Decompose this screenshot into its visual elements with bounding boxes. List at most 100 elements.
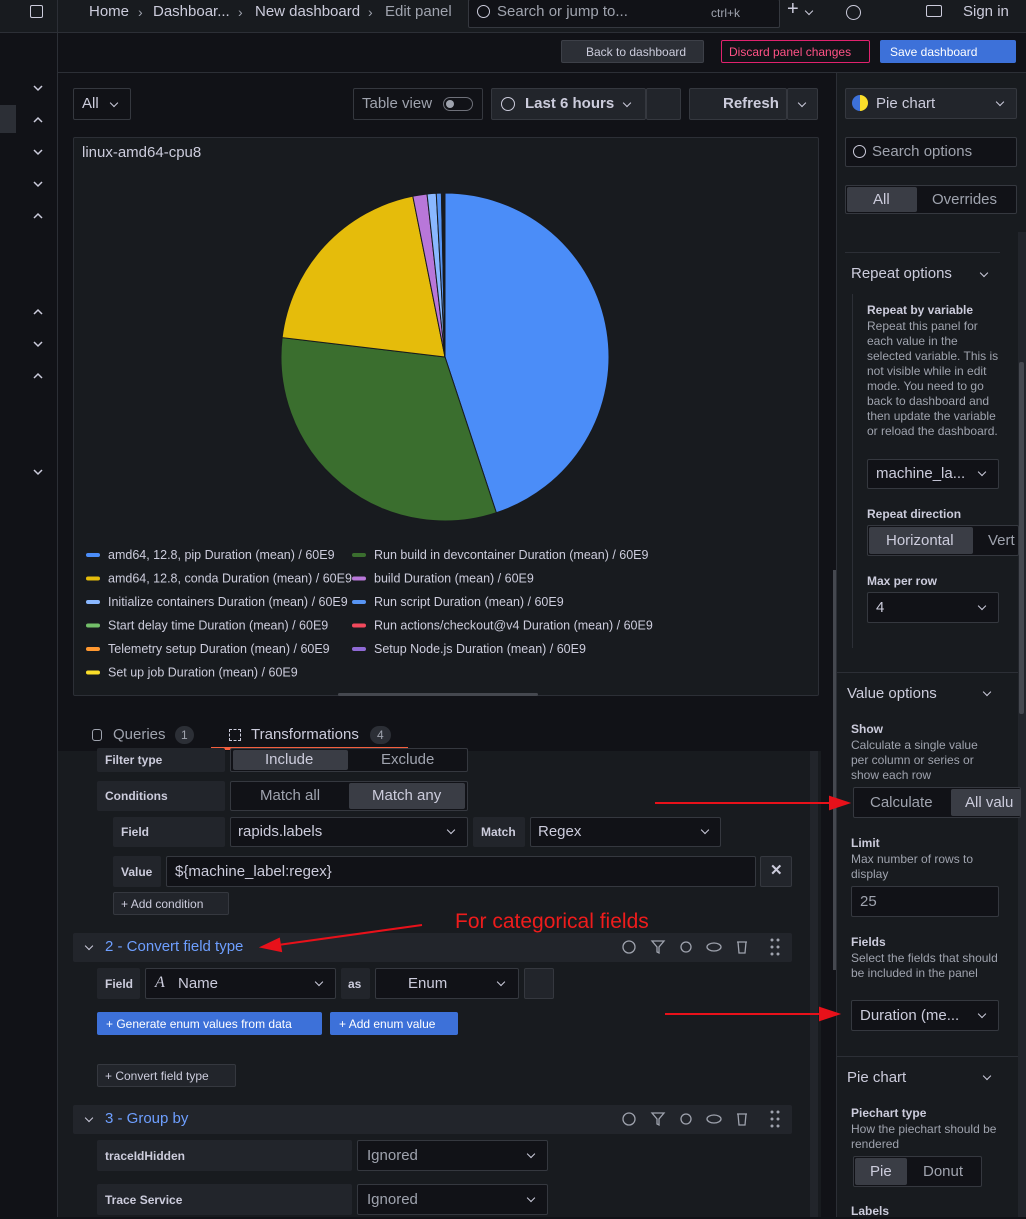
option[interactable]: Match any	[372, 787, 442, 804]
label-box	[97, 748, 225, 772]
option[interactable]: Include	[265, 751, 314, 768]
queries-tab[interactable]: Queries	[113, 726, 166, 743]
legend-swatch	[352, 576, 366, 581]
radio-active[interactable]	[233, 750, 348, 770]
help-icon[interactable]	[846, 5, 861, 20]
input[interactable]	[166, 856, 756, 887]
option[interactable]: Overrides	[932, 191, 998, 208]
select[interactable]	[145, 968, 336, 999]
queries-count: 1	[181, 728, 188, 742]
radio-active[interactable]	[349, 783, 465, 809]
option[interactable]: All	[873, 191, 890, 208]
divider	[845, 252, 1000, 253]
legend-swatch	[352, 623, 366, 628]
label: Value	[121, 865, 153, 879]
section-title[interactable]: Pie chart	[847, 1069, 907, 1086]
annotation: For categorical fields	[455, 910, 649, 933]
option[interactable]: All valu	[965, 794, 1014, 811]
back-button[interactable]	[561, 40, 704, 63]
breadcrumb[interactable]: New dashboard	[255, 3, 361, 20]
select[interactable]	[530, 817, 721, 847]
header-icons	[622, 938, 780, 956]
field-desc: How the piechart should be rendered	[851, 1122, 997, 1151]
search-box[interactable]	[468, 0, 780, 28]
option[interactable]: Match all	[260, 787, 321, 804]
scrollbar	[833, 570, 836, 970]
select[interactable]	[357, 1184, 548, 1215]
viz-icon	[852, 95, 868, 111]
save-button[interactable]	[880, 40, 1016, 63]
section-title[interactable]: Repeat options	[851, 265, 952, 282]
remove-button[interactable]	[760, 856, 792, 887]
select[interactable]	[357, 1140, 548, 1171]
add-convert-button[interactable]	[97, 1064, 236, 1087]
label-box	[97, 1140, 352, 1171]
legend-label: Run script Duration (mean) / 60E9	[374, 595, 564, 609]
time-picker[interactable]	[491, 88, 646, 120]
scrollbar-track	[810, 751, 818, 1217]
breadcrumb[interactable]: Home	[89, 3, 130, 20]
add-condition-button[interactable]	[113, 892, 229, 915]
option[interactable]: Donut	[923, 1163, 964, 1180]
select[interactable]	[230, 817, 468, 847]
legend-swatch	[352, 600, 366, 604]
refresh-interval[interactable]	[787, 88, 818, 120]
legend-label: Telemetry setup Duration (mean) / 60E9	[108, 642, 330, 656]
pie-slice	[280, 337, 497, 522]
breadcrumb: Edit panel	[385, 3, 452, 20]
generate-button[interactable]	[97, 1012, 322, 1035]
button-label: + Convert field type	[105, 1069, 209, 1083]
legend-swatch	[352, 647, 366, 651]
radio-active[interactable]	[847, 187, 917, 212]
options-search[interactable]	[845, 137, 1017, 167]
discard-button[interactable]	[721, 40, 870, 63]
field-label: Max per row	[867, 574, 938, 588]
radio-active[interactable]	[951, 789, 1021, 816]
legend-swatch	[86, 647, 100, 651]
field-desc: Max number of rows to display	[851, 852, 974, 881]
section-title[interactable]: Value options	[847, 685, 937, 702]
viz-picker[interactable]	[845, 88, 1017, 119]
divider	[837, 1056, 1018, 1057]
sidebar-active	[0, 105, 16, 133]
select[interactable]	[851, 1000, 999, 1031]
option[interactable]: Vert	[988, 532, 1015, 549]
transform-title[interactable]: 2 - Convert field type	[105, 938, 244, 955]
breadcrumb[interactable]: Dashboar...	[153, 3, 230, 20]
button-text: Generate enum values from data	[116, 1017, 292, 1031]
option[interactable]: Exclude	[381, 751, 435, 768]
time-range: Last 6 hours	[525, 95, 615, 112]
label: Field	[121, 825, 150, 839]
select-value: Enum	[408, 975, 448, 992]
add-enum-button[interactable]	[330, 1012, 458, 1035]
button-label: + Add condition	[121, 897, 204, 911]
select[interactable]	[867, 592, 999, 623]
select[interactable]	[375, 968, 519, 999]
sign-in[interactable]: Sign in	[963, 3, 1009, 20]
option[interactable]: Horizontal	[886, 532, 954, 549]
option[interactable]: Pie	[870, 1163, 892, 1180]
radio-active[interactable]	[855, 1158, 907, 1185]
add-icon[interactable]: +	[787, 0, 799, 20]
select-value: Regex	[538, 823, 582, 840]
variable-select[interactable]	[73, 88, 131, 120]
table-view[interactable]	[353, 88, 483, 120]
delete-button[interactable]	[524, 968, 554, 999]
button-text: Add enum value	[348, 1017, 436, 1031]
transformations-tab[interactable]: Transformations	[251, 726, 359, 743]
transform-title[interactable]: 3 - Group by	[105, 1110, 189, 1127]
label-box	[473, 817, 525, 847]
select[interactable]	[867, 459, 999, 489]
radio-active[interactable]	[869, 527, 973, 554]
option[interactable]: Calculate	[870, 794, 933, 811]
menu-icon[interactable]	[30, 5, 43, 18]
zoom-out[interactable]	[646, 88, 681, 120]
field-label: Repeat by variable	[867, 303, 974, 317]
monitor-icon[interactable]	[926, 5, 942, 17]
toggle[interactable]	[443, 97, 473, 111]
type-icon: A	[155, 974, 165, 991]
input[interactable]	[851, 886, 999, 917]
refresh-button[interactable]	[689, 88, 787, 120]
search-placeholder: Search options	[872, 143, 973, 160]
